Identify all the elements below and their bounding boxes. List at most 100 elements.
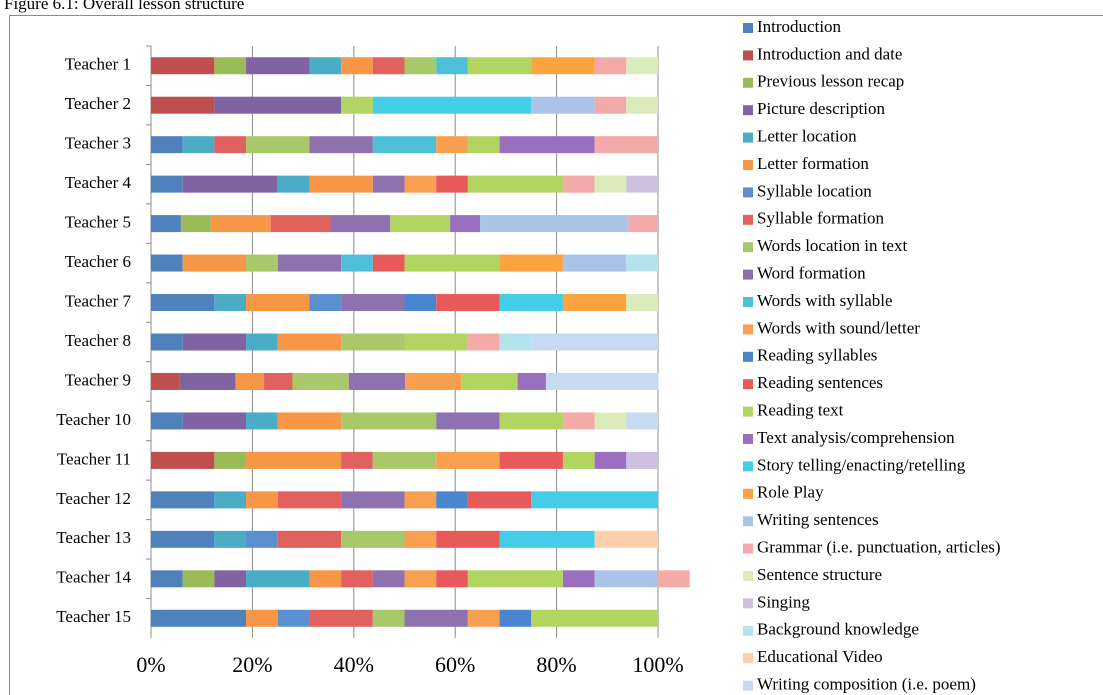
bar-segment [246, 333, 278, 351]
bar-segment [151, 412, 183, 430]
chart-title: Figure 6.1: Overall lesson structure [4, 0, 244, 13]
bar-segment [277, 412, 342, 430]
bar-segment [341, 57, 373, 75]
bar-segment [499, 609, 532, 627]
bar-segment [436, 175, 468, 193]
bar-segment [151, 175, 183, 193]
x-tick-label: 100% [632, 652, 683, 677]
bar-segment [151, 333, 183, 351]
bar-segment [330, 215, 391, 233]
bar-segment [404, 175, 437, 193]
legend-swatch [743, 77, 753, 88]
bar-segment [151, 136, 183, 154]
bar-segment [467, 570, 563, 588]
bar-segment [151, 254, 183, 272]
bar-segment [309, 570, 342, 588]
bar-segment [151, 570, 183, 588]
bar-segment [467, 609, 500, 627]
bar-segment [594, 136, 658, 154]
bar-segment [309, 175, 373, 193]
bar-segment [309, 294, 342, 312]
legend-swatch [743, 680, 753, 691]
legend-label: Word formation [757, 264, 866, 283]
bar-segment [214, 294, 247, 312]
bar-segment [626, 294, 658, 312]
bar-segment [309, 609, 373, 627]
legend-swatch [743, 625, 753, 636]
bar-segment [182, 412, 247, 430]
bar-segment [628, 215, 658, 233]
legend-swatch [743, 488, 753, 499]
bar-segment [626, 175, 658, 193]
legend-label: Grammar (i.e. punctuation, articles) [757, 538, 1001, 557]
bar-segment [372, 570, 405, 588]
bar-segment [594, 57, 627, 75]
bar-segment [372, 609, 405, 627]
y-tick-label: Teacher 4 [65, 173, 132, 192]
bar-segment [182, 254, 247, 272]
bar-segment [246, 451, 342, 469]
bar-segment [246, 294, 310, 312]
legend-label: Background knowledge [757, 620, 919, 639]
legend-swatch [743, 297, 753, 307]
y-tick-label: Teacher 12 [56, 489, 131, 508]
bar-segment [151, 530, 215, 548]
bar-segment [626, 96, 658, 114]
bar-segment [372, 96, 532, 114]
legend-swatch [743, 269, 753, 280]
bar-segment [341, 294, 405, 312]
bar-segment [341, 530, 405, 548]
legend-label: Reading syllables [757, 346, 877, 365]
bar-segment [626, 451, 658, 469]
legend-label: Text analysis/comprehension [757, 428, 955, 447]
bar-segment [499, 530, 595, 548]
x-tick-label: 80% [536, 652, 576, 677]
bar-segment [264, 372, 293, 390]
legend-swatch [743, 242, 753, 253]
legend-swatch [743, 160, 753, 170]
legend-swatch [743, 105, 753, 116]
bar-segment [436, 491, 468, 509]
bar-segment [531, 609, 658, 627]
bar-segment [151, 609, 247, 627]
bar-segment [372, 451, 437, 469]
chart-frame [9, 15, 1103, 695]
legend-label: Writing composition (i.e. poem) [757, 675, 976, 694]
bar-segment [246, 491, 278, 509]
bar-segment [450, 215, 481, 233]
y-tick-label: Teacher 14 [56, 568, 131, 587]
bar-segment [499, 451, 563, 469]
legend-swatch [743, 187, 753, 198]
legend-label: Role Play [757, 483, 824, 502]
y-tick-label: Teacher 3 [65, 134, 131, 153]
bar-segment [277, 333, 342, 351]
bar-segment [480, 215, 629, 233]
legend-label: Previous lesson recap [757, 72, 904, 91]
legend-swatch [743, 50, 753, 61]
y-tick-label: Teacher 11 [57, 449, 131, 468]
legend-label: Introduction and date [757, 44, 902, 63]
bar-segment [372, 57, 405, 75]
legend-swatch [743, 461, 753, 472]
bar-segment [499, 333, 532, 351]
legend-label: Reading text [757, 401, 844, 420]
legend-swatch [743, 598, 753, 609]
bar-segment [341, 254, 373, 272]
legend-swatch [743, 23, 753, 33]
bar-segment [436, 412, 500, 430]
legend-label: Syllable formation [757, 209, 885, 228]
legend-label: Writing sentences [757, 510, 879, 529]
legend-swatch [743, 324, 753, 335]
bar-segment [467, 175, 563, 193]
bar-segment [341, 491, 405, 509]
bar-segment [436, 451, 500, 469]
bar-segment [151, 451, 215, 469]
legend-swatch [743, 214, 753, 225]
y-tick-label: Teacher 8 [65, 331, 131, 350]
bar-segment [594, 412, 627, 430]
legend-swatch [743, 571, 753, 581]
bar-segment [531, 57, 595, 75]
bar-segment [405, 372, 462, 390]
bar-segment [467, 491, 532, 509]
legend-swatch [743, 653, 753, 664]
